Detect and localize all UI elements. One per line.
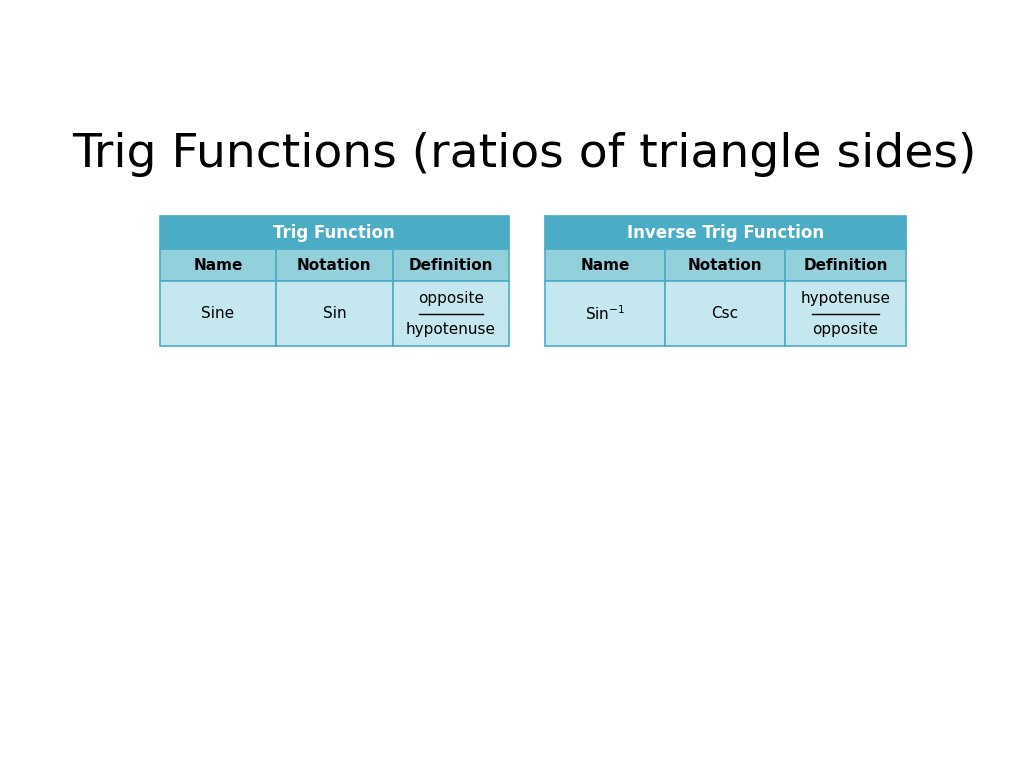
Bar	[276, 281, 392, 346]
Text: Notation: Notation	[297, 257, 372, 273]
Bar	[665, 281, 785, 346]
Text: Inverse Trig Function: Inverse Trig Function	[627, 223, 823, 242]
Text: Trig Functions (ratios of triangle sides): Trig Functions (ratios of triangle sides…	[73, 132, 977, 177]
Bar	[276, 249, 392, 281]
Text: Csc: Csc	[712, 306, 738, 322]
Text: Definition: Definition	[803, 257, 888, 273]
Text: hypotenuse: hypotenuse	[801, 291, 891, 306]
Text: Definition: Definition	[409, 257, 493, 273]
Text: Sin: Sin	[323, 306, 346, 322]
Text: Sin$^{-1}$: Sin$^{-1}$	[585, 305, 625, 323]
Bar	[392, 281, 509, 346]
Text: Notation: Notation	[688, 257, 763, 273]
Bar	[785, 249, 906, 281]
Bar	[545, 281, 665, 346]
Text: opposite: opposite	[813, 322, 879, 336]
Bar	[160, 281, 276, 346]
Bar	[160, 249, 276, 281]
Text: Name: Name	[581, 257, 630, 273]
Bar	[545, 217, 906, 249]
Bar	[665, 249, 785, 281]
Bar	[545, 249, 665, 281]
Bar	[785, 281, 906, 346]
Text: hypotenuse: hypotenuse	[406, 322, 496, 336]
Text: Trig Function: Trig Function	[273, 223, 395, 242]
Bar	[160, 217, 509, 249]
Text: Sine: Sine	[202, 306, 234, 322]
Text: Name: Name	[194, 257, 243, 273]
Text: opposite: opposite	[418, 291, 483, 306]
Bar	[392, 249, 509, 281]
